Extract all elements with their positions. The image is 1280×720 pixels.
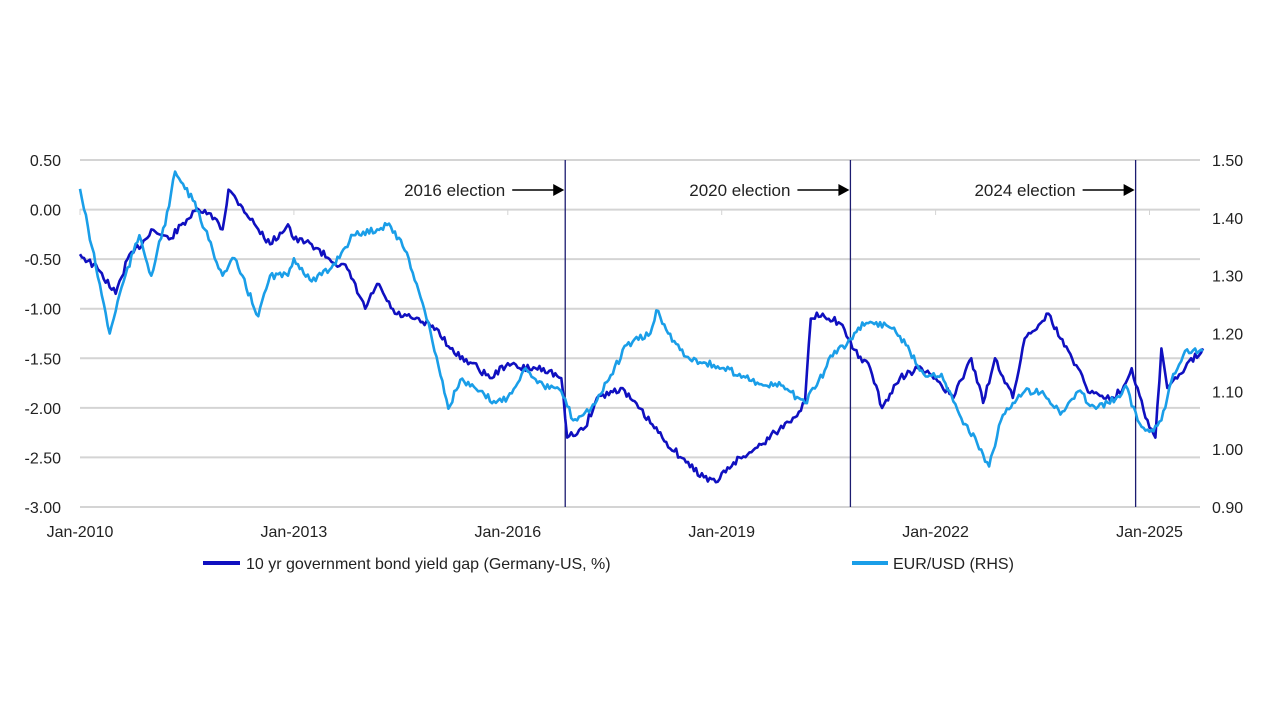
arrow-head-icon <box>553 184 565 196</box>
y-left-tick-label: -3.00 <box>25 500 62 517</box>
y-left-tick-label: -2.00 <box>25 401 62 418</box>
series-line-yield-gap <box>78 188 1205 484</box>
legend-label-yield-gap: 10 yr government bond yield gap (Germany… <box>246 556 611 573</box>
y-right-tick-label: 1.40 <box>1212 211 1243 228</box>
x-tick-label: Jan-2016 <box>474 524 541 541</box>
annotation-label: 2024 election <box>974 181 1075 200</box>
election-lines <box>564 160 1137 507</box>
arrow-head-icon <box>838 184 850 196</box>
y-left-tick-label: -2.50 <box>25 450 62 467</box>
y-left-tick-label: -0.50 <box>25 252 62 269</box>
y-right-tick-label: 1.20 <box>1212 327 1243 344</box>
annotation-label: 2016 election <box>404 181 505 200</box>
x-tick-label: Jan-2019 <box>688 524 755 541</box>
annotation-label: 2020 election <box>689 181 790 200</box>
y-left-tick-label: -1.00 <box>25 302 62 319</box>
series-line-eurusd <box>78 170 1204 468</box>
series-lines <box>78 170 1205 484</box>
tick-labels: 0.50 0.00 -0.50 -1.00 -1.50 -2.00 -2.50 -3.00 1.… <box>25 153 1244 541</box>
legend-label-eurusd: EUR/USD (RHS) <box>893 556 1014 573</box>
y-right-tick-label: 1.00 <box>1212 442 1243 459</box>
x-tick-label: Jan-2010 <box>47 524 114 541</box>
y-right-tick-label: 1.50 <box>1212 153 1243 170</box>
x-tick-label: Jan-2013 <box>261 524 328 541</box>
y-left-tick-label: -1.50 <box>25 351 62 368</box>
y-right-tick-label: 0.90 <box>1212 500 1243 517</box>
y-right-tick-label: 1.30 <box>1212 269 1243 286</box>
arrow-head-icon <box>1123 184 1135 196</box>
legend: 10 yr government bond yield gap (Germany… <box>203 556 1014 573</box>
x-tick-label: Jan-2025 <box>1116 524 1183 541</box>
x-tick-label: Jan-2022 <box>902 524 969 541</box>
y-left-tick-label: 0.00 <box>30 203 61 220</box>
annotations: 2016 election 2020 election 2024 election <box>404 181 1135 200</box>
y-left-tick-label: 0.50 <box>30 153 61 170</box>
y-right-tick-label: 1.10 <box>1212 384 1243 401</box>
